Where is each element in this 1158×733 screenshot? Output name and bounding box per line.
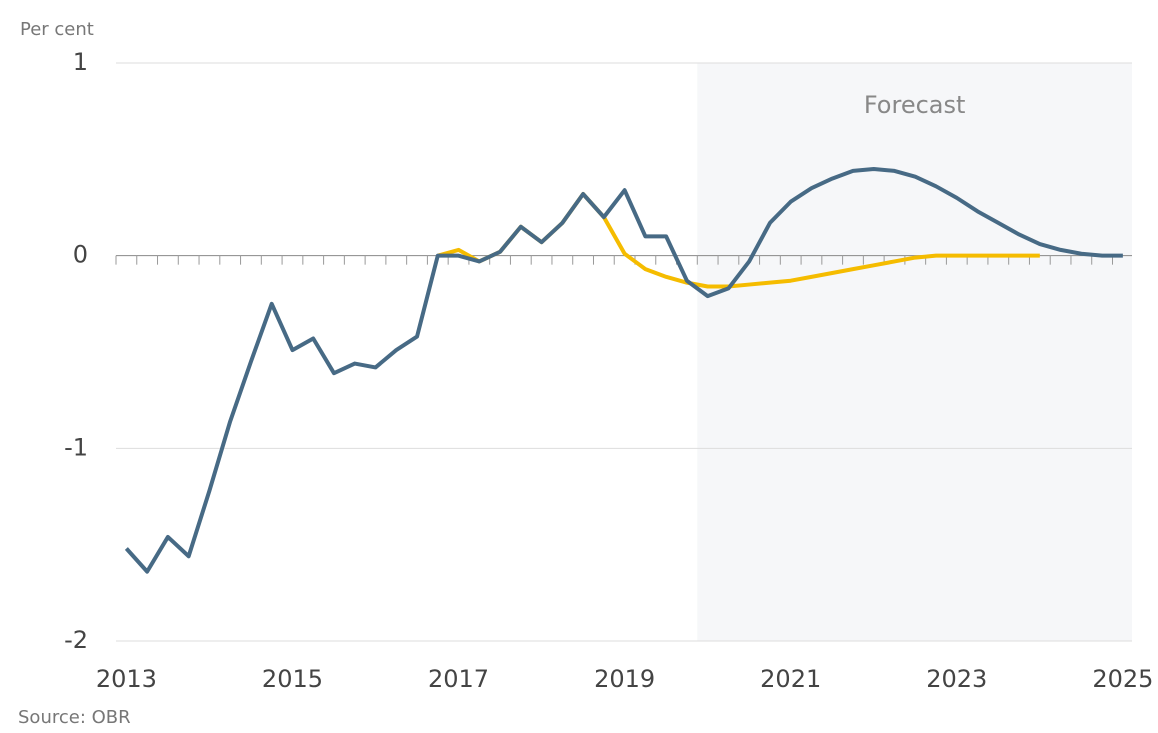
x-tick-label: 2021 bbox=[760, 665, 821, 693]
x-tick-label: 2023 bbox=[926, 665, 987, 693]
x-tick-label: 2025 bbox=[1092, 665, 1153, 693]
x-tick-label: 2015 bbox=[262, 665, 323, 693]
x-tick-label: 2017 bbox=[428, 665, 489, 693]
y-tick-label: 1 bbox=[73, 48, 88, 76]
y-tick-label: -1 bbox=[64, 433, 88, 461]
y-axis-label: Per cent bbox=[20, 19, 94, 40]
forecast-shade bbox=[697, 63, 1132, 641]
y-tick-label: -2 bbox=[64, 626, 88, 654]
line-series bbox=[124, 166, 1123, 574]
x-tick-label: 2013 bbox=[96, 665, 157, 693]
source: Source: OBR bbox=[18, 707, 131, 728]
x-tick-label: 2019 bbox=[594, 665, 655, 693]
y-tick-label: 0 bbox=[73, 241, 88, 269]
forecast-label: Forecast bbox=[864, 91, 966, 119]
